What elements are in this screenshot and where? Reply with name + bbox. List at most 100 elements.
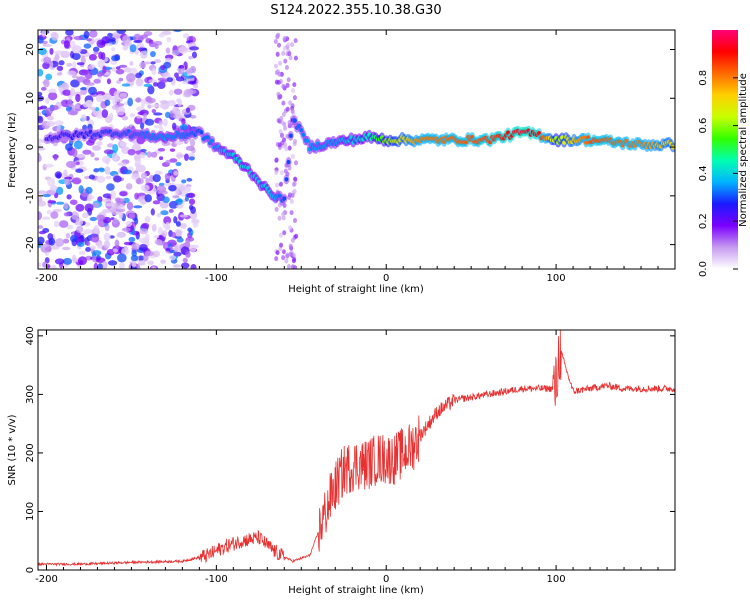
spectrogram-noise-cell: [75, 93, 81, 103]
spectrogram-noise-cell: [286, 264, 291, 269]
spectrogram-noise-cell: [163, 61, 172, 69]
spectrogram-noise-cell: [156, 185, 167, 193]
spectrogram-noise-cell: [284, 65, 289, 71]
spectrogram-noise-cell: [75, 203, 85, 212]
spectrogram-noise-cell: [273, 63, 278, 69]
spectrogram-noise-cell: [47, 200, 57, 204]
spectrogram-noise-cell: [147, 97, 156, 104]
spectrogram-noise-cell: [140, 200, 146, 205]
spectrogram-noise-cell: [162, 118, 168, 127]
spectrogram-noise-cell: [162, 196, 170, 204]
spectrogram-noise-cell: [76, 62, 85, 66]
spectrogram-noise-cell: [151, 109, 157, 114]
spectrogram-noise-cell: [188, 198, 196, 205]
spectrogram-noise-cell: [103, 208, 110, 213]
spectrogram-noise-cell: [133, 40, 143, 44]
spectrogram-ridge-cell: [305, 138, 310, 144]
spectrogram-noise-cell: [288, 55, 293, 61]
spectrogram-noise-cell: [76, 241, 85, 247]
spectrogram-noise-cell: [187, 80, 197, 85]
spectrogram-noise-cell: [56, 72, 63, 76]
spectrogram-noise-cell: [173, 244, 179, 253]
spectrogram-noise-cell: [293, 177, 298, 183]
spectrogram-noise-cell: [287, 145, 292, 151]
spectrogram-noise-cell: [275, 51, 280, 57]
spectrogram-noise-cell: [288, 251, 293, 257]
spectrogram-noise-cell: [274, 256, 279, 262]
spectrogram-noise-cell: [58, 85, 64, 93]
spectrogram-noise-cell: [154, 239, 163, 245]
spectrogram-noise-cell: [96, 72, 103, 77]
spectrogram-noise-cell: [108, 37, 116, 42]
spectrogram-noise-cell: [286, 77, 291, 83]
snr-x-tick-label: 100: [547, 574, 566, 585]
spectrogram-noise-cell: [176, 154, 186, 158]
spectrogram-noise-cell: [191, 51, 197, 59]
spectrogram-noise-cell: [93, 51, 99, 55]
spectrogram-noise-cell: [93, 78, 101, 84]
spectrogram-noise-cell: [106, 183, 115, 191]
spectrogram-noise-cell: [157, 81, 166, 90]
spectrogram-noise-cell: [63, 169, 68, 177]
spectrogram-noise-cell: [119, 92, 127, 98]
spectrogram-noise-cell: [288, 225, 293, 231]
spectrogram-noise-cell: [290, 264, 295, 269]
spectrogram-noise-cell: [293, 55, 298, 61]
spectrogram-noise-cell: [179, 214, 189, 218]
spectrogram-noise-cell: [82, 149, 92, 155]
spectrogram-noise-cell: [46, 209, 52, 215]
spectrogram-noise-cell: [114, 197, 122, 203]
spectrogram-noise-cell: [146, 151, 152, 158]
spectrogram-noise-cell: [122, 35, 131, 45]
spectrogram-noise-cell: [137, 255, 145, 262]
spectrogram-noise-cell: [38, 115, 44, 124]
spectrogram-noise-cell: [151, 266, 157, 269]
spectrogram-noise-cell: [171, 232, 177, 238]
spectrogram-noise-cell: [285, 82, 290, 88]
spectrogram-noise-cell: [93, 168, 100, 173]
spectrogram-noise-cell: [188, 156, 195, 161]
spectrogram-noise-cell: [171, 49, 180, 56]
spectrogram-noise-cell: [56, 65, 64, 71]
spectrogram-noise-cell: [152, 82, 159, 87]
spectrogram-noise-cell: [168, 208, 174, 214]
spectrogram-y-tick-label: 10: [25, 92, 36, 105]
spectrogram-noise-cell: [65, 232, 71, 239]
spectrogram-noise-cell: [187, 227, 193, 233]
spectrogram-noise-cell: [127, 97, 133, 107]
spectrogram-noise-cell: [133, 205, 143, 209]
spectrogram-noise-cell: [140, 172, 148, 180]
spectrogram-noise-cell: [118, 77, 124, 82]
spectrogram-noise-cell: [105, 202, 113, 207]
spectrogram-noise-cell: [106, 78, 112, 85]
spectrogram-noise-cell: [93, 225, 100, 234]
spectrogram-noise-cell: [173, 216, 178, 224]
spectrogram-noise-cell: [45, 120, 55, 127]
spectrogram-noise-cell: [44, 163, 55, 168]
spectrogram-noise-cell: [113, 175, 122, 183]
spectrogram-noise-cell: [49, 47, 54, 55]
spectrogram-noise-cell: [193, 84, 199, 89]
spectrogram-noise-cell: [116, 80, 122, 84]
spectrogram-noise-cell: [53, 120, 64, 126]
spectrogram-noise-cell: [175, 221, 181, 227]
spectrogram-noise-cell: [107, 260, 118, 266]
spectrogram-noise-cell: [176, 198, 183, 205]
snr-panel: -200 -100 0 100 0 100 200 300 400 Height of stra…: [7, 326, 676, 596]
spectrogram-noise-cell: [164, 173, 171, 181]
spectrogram-noise-cell: [279, 170, 284, 176]
spectrogram-noise-cell: [173, 251, 182, 257]
spectrogram-noise-cell: [143, 83, 153, 88]
spectrogram-noise-cell: [173, 170, 179, 176]
spectrogram-noise-cell: [151, 67, 157, 76]
spectrogram-noise-cell: [63, 202, 69, 210]
spectrogram-noise-cell: [290, 108, 295, 114]
spectrogram-noise-cell: [62, 89, 72, 96]
spectrogram-noise-cell: [85, 246, 91, 253]
spectrogram-noise-cell: [153, 234, 160, 239]
spectrogram-noise-cell: [101, 155, 111, 164]
spectrogram-noise-cell: [144, 250, 155, 257]
snr-frame: [37, 329, 676, 571]
spectrogram-noise-cell: [58, 60, 65, 66]
spectrogram-noise-cell: [285, 253, 290, 259]
